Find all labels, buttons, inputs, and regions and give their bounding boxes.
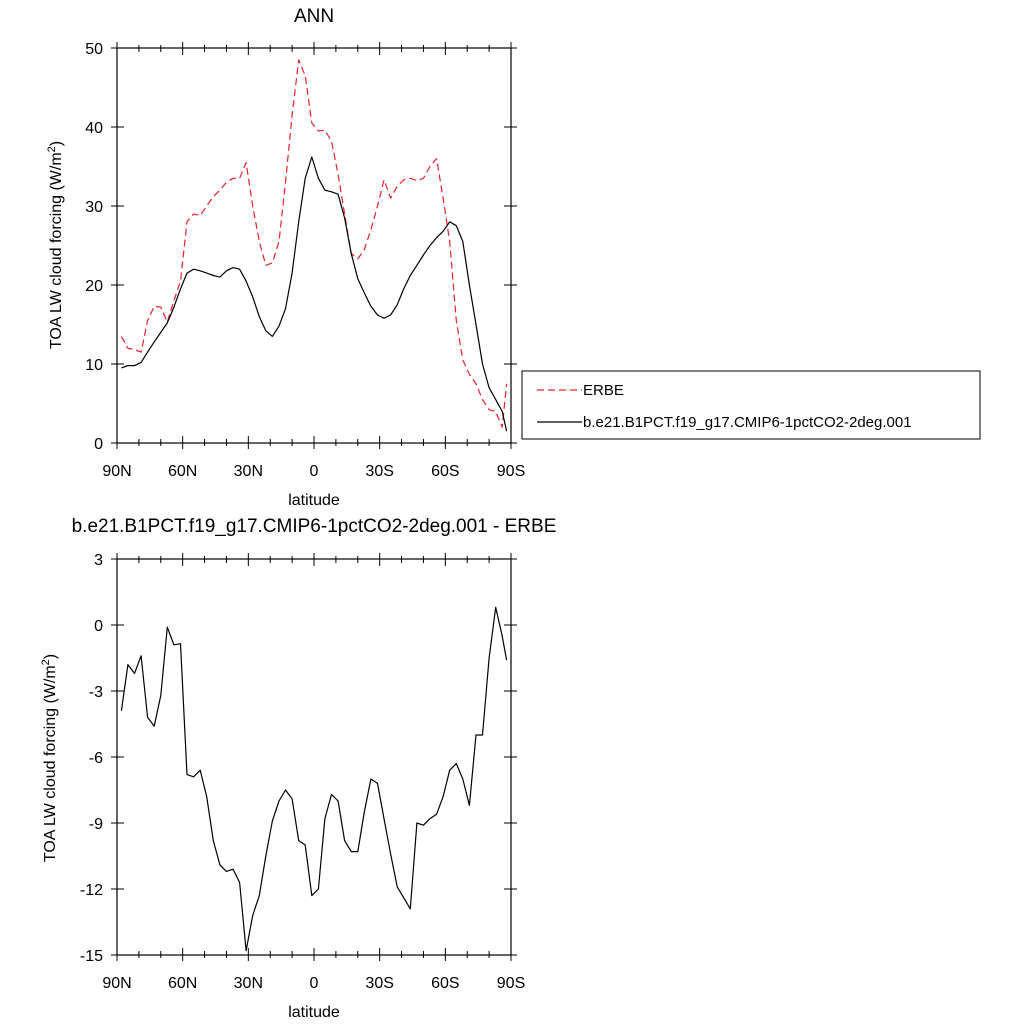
top-x-tick-label: 0	[310, 463, 319, 480]
legend-label-erbe: ERBE	[583, 382, 624, 399]
top-y-tick-label: 0	[94, 436, 103, 453]
bottom-x-tick-label: 30S	[365, 975, 393, 992]
bottom-y-tick-label: -3	[89, 684, 103, 701]
bottom-x-tick-label: 90S	[497, 975, 525, 992]
bottom-panel: b.e21.B1PCT.f19_g17.CMIP6-1pctCO2-2deg.0…	[40, 516, 556, 1021]
top-x-tick-label: 90S	[497, 463, 525, 480]
top-series-line-model	[121, 156, 508, 432]
top-series-line-erbe	[120, 59, 508, 428]
bottom-y-tick-label: -9	[89, 816, 103, 833]
bottom-y-label-tail: )	[42, 654, 59, 659]
legend-label-model: b.e21.B1PCT.f19_g17.CMIP6-1pctCO2-2deg.0…	[583, 414, 912, 431]
top-y-tick-label: 20	[85, 278, 103, 295]
top-y-tick-label: 10	[85, 357, 103, 374]
bottom-x-tick-label: 30N	[234, 975, 263, 992]
top-y-tick-label: 30	[85, 199, 103, 216]
top-plot-frame	[116, 47, 512, 444]
bottom-y-label-main: TOA LW cloud forcing (W/m	[42, 665, 59, 862]
bottom-y-label-superscript: 2	[40, 659, 52, 665]
top-chart-title: ANN	[294, 6, 334, 27]
top-y-tick-label: 50	[85, 41, 103, 58]
bottom-y-axis-label: TOA LW cloud forcing (W/m2)	[40, 654, 59, 862]
bottom-x-tick-label: 60N	[168, 975, 197, 992]
legend: ERBE b.e21.B1PCT.f19_g17.CMIP6-1pctCO2-2…	[521, 370, 981, 440]
bottom-chart-title: b.e21.B1PCT.f19_g17.CMIP6-1pctCO2-2deg.0…	[72, 516, 557, 537]
bottom-y-tick-label: -12	[80, 882, 103, 899]
top-axes: 90N 60N 30N 0 30S 60S 90S 0 10 20 30 40 50	[85, 41, 525, 480]
bottom-axes: 90N 60N 30N 0 30S 60S 90S -15 -12 -9 -6 -3 0 3	[80, 552, 525, 992]
bottom-y-tick-label: 3	[94, 552, 103, 569]
top-y-axis-label: TOA LW cloud forcing (W/m2)	[46, 141, 65, 349]
top-x-tick-label: 60N	[168, 463, 197, 480]
bottom-y-tick-label: -6	[89, 750, 103, 767]
bottom-plot-marks	[120, 606, 508, 952]
bottom-plot-frame	[116, 558, 512, 956]
bottom-series-line-difference	[120, 606, 508, 952]
top-x-tick-label: 90N	[102, 463, 131, 480]
bottom-y-tick-label: 0	[94, 618, 103, 635]
bottom-x-axis-label: latitude	[288, 1004, 340, 1021]
top-plot-marks	[120, 59, 508, 432]
top-y-tick-label: 40	[85, 120, 103, 137]
bottom-x-tick-label: 0	[310, 975, 319, 992]
top-y-label-main: TOA LW cloud forcing (W/m	[48, 152, 65, 349]
top-x-axis-label: latitude	[288, 492, 340, 509]
bottom-x-tick-label: 90N	[102, 975, 131, 992]
top-x-tick-label: 30N	[234, 463, 263, 480]
top-x-tick-label: 60S	[431, 463, 459, 480]
top-y-label-tail: )	[48, 141, 65, 146]
bottom-x-tick-label: 60S	[431, 975, 459, 992]
top-y-label-superscript: 2	[46, 146, 58, 152]
top-panel: ANN 90N 60N 30N 0 30S 60S 90S 0 10 20 30 40 50 latit…	[46, 6, 525, 509]
top-x-tick-label: 30S	[365, 463, 393, 480]
legend-frame	[521, 370, 981, 440]
bottom-y-tick-label: -15	[80, 948, 103, 965]
